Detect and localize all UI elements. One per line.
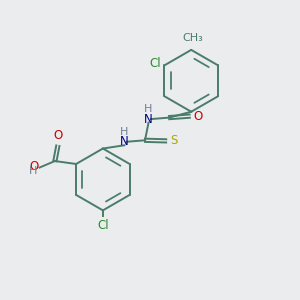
- Text: O: O: [53, 129, 62, 142]
- Text: Cl: Cl: [97, 219, 109, 232]
- Text: H: H: [120, 127, 129, 137]
- Text: O: O: [194, 110, 203, 123]
- Text: CH₃: CH₃: [182, 33, 203, 43]
- Text: H: H: [29, 166, 37, 176]
- Text: Cl: Cl: [149, 57, 161, 70]
- Text: S: S: [170, 134, 177, 147]
- Text: H: H: [144, 104, 153, 114]
- Text: N: N: [144, 112, 153, 126]
- Text: O: O: [29, 160, 38, 173]
- Text: N: N: [120, 135, 129, 148]
